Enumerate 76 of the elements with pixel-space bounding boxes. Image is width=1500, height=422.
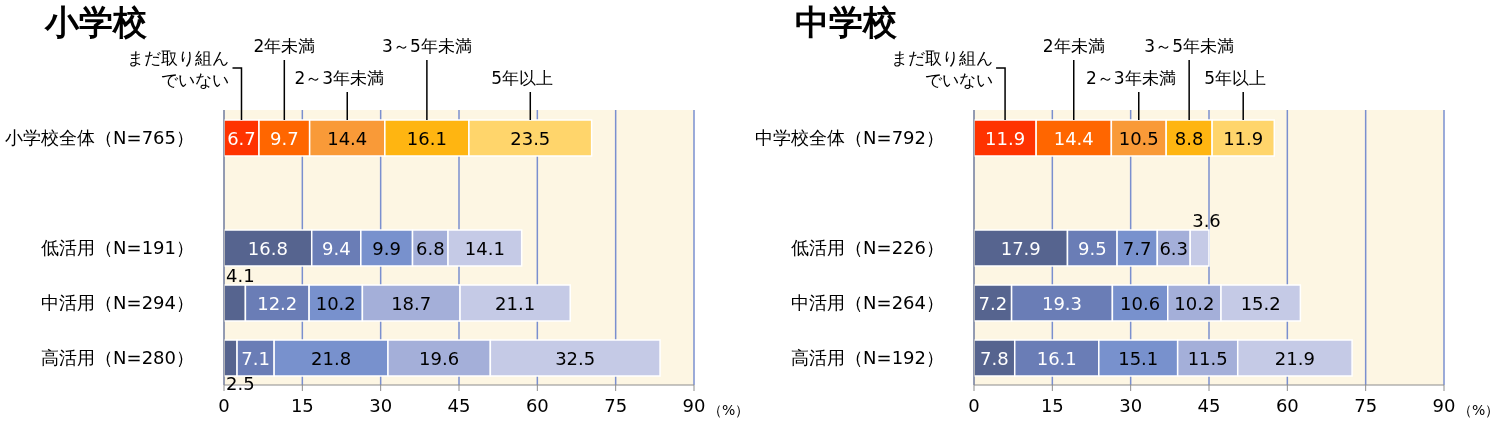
- x-axis-title: （%）: [1458, 402, 1500, 418]
- y-tick-label: 高活用（N=280）: [41, 346, 194, 368]
- data-label: 11.9: [985, 127, 1026, 149]
- data-label: 16.1: [1036, 347, 1077, 369]
- data-label: 3.6: [1192, 210, 1221, 231]
- data-label: 10.5: [1118, 127, 1159, 149]
- x-tick-label: 0: [218, 394, 230, 416]
- series-label: 2～3年未満: [294, 68, 385, 88]
- text: 2年未満: [1042, 36, 1105, 56]
- data-label: 2.5: [226, 373, 255, 395]
- data-label: 9.5: [1077, 237, 1107, 259]
- x-tick-label: 15: [290, 394, 314, 416]
- x-tick-label: 75: [1354, 394, 1378, 416]
- chart-title: 小学校: [45, 1, 147, 44]
- x-tick-label: 90: [682, 394, 706, 416]
- data-label: 21.8: [311, 347, 352, 369]
- series-label: 5年以上: [1204, 68, 1267, 88]
- data-label: 19.3: [1041, 292, 1083, 314]
- x-axis-title: （%）: [708, 402, 750, 418]
- data-label: 11.9: [1223, 127, 1264, 149]
- y-tick-label: 中活用（N=294）: [41, 291, 194, 313]
- data-label: 7.1: [241, 347, 270, 369]
- y-tick-label: 中活用（N=264）: [791, 291, 944, 313]
- x-tick-label: 75: [604, 394, 628, 416]
- data-label: 9.4: [321, 237, 351, 259]
- y-tick-label: 中学校全体（N=792）: [755, 126, 944, 148]
- data-label: 8.8: [1174, 127, 1204, 149]
- x-tick-label: 90: [1432, 394, 1456, 416]
- text: 2年未満: [253, 36, 316, 56]
- x-tick-label: 60: [1275, 394, 1299, 416]
- x-tick-label: 45: [1197, 394, 1221, 416]
- x-tick-label: 30: [1119, 394, 1143, 416]
- data-label: 32.5: [555, 347, 596, 369]
- data-label: 18.7: [391, 292, 432, 314]
- data-label: 21.1: [495, 292, 536, 314]
- data-label: 16.1: [406, 127, 447, 149]
- series-label: まだ取り組んでいない: [127, 48, 230, 90]
- x-tick-label: 60: [525, 394, 549, 416]
- data-label: 10.2: [1174, 292, 1215, 314]
- y-tick-label: 小学校全体（N=765）: [5, 126, 194, 148]
- data-label: 7.7: [1122, 237, 1152, 259]
- data-label: 9.9: [372, 237, 401, 259]
- series-label: まだ取り組んでいない: [891, 48, 994, 90]
- data-label: 7.2: [978, 292, 1008, 314]
- data-label: 14.4: [1053, 127, 1094, 149]
- x-tick-label: 45: [447, 394, 471, 416]
- data-label: 14.4: [327, 127, 368, 149]
- data-label: 6.8: [415, 237, 445, 259]
- data-label: 19.6: [419, 347, 460, 369]
- x-tick-label: 30: [369, 394, 393, 416]
- data-label: 21.9: [1274, 347, 1315, 369]
- y-tick-label: 低活用（N=191）: [41, 236, 194, 258]
- data-label: 17.9: [1000, 237, 1041, 259]
- series-label: 5年以上: [491, 68, 554, 88]
- data-label: 14.1: [464, 237, 505, 259]
- data-label: 23.5: [510, 127, 551, 149]
- data-label: 6.3: [1159, 237, 1189, 259]
- data-label: 11.5: [1187, 347, 1228, 369]
- data-label: 12.2: [257, 292, 298, 314]
- x-tick-label: 0: [968, 394, 980, 416]
- chart-title: 中学校: [795, 1, 897, 44]
- data-label: 9.7: [270, 127, 299, 149]
- data-label: 10.2: [315, 292, 356, 314]
- text: 3～5年未満: [382, 36, 472, 56]
- data-label: 15.1: [1118, 347, 1159, 369]
- data-label: 7.8: [980, 347, 1009, 369]
- y-tick-label: 高活用（N=192）: [791, 346, 944, 368]
- data-label: 10.6: [1120, 292, 1161, 314]
- data-label: 16.8: [247, 237, 288, 259]
- data-label: 6.7: [227, 127, 256, 149]
- data-label: 15.2: [1240, 292, 1281, 314]
- series-label: 2～3年未満: [1085, 68, 1176, 88]
- y-tick-label: 低活用（N=226）: [791, 236, 944, 258]
- text: 3～5年未満: [1144, 36, 1234, 56]
- data-label: 4.1: [226, 265, 255, 286]
- x-tick-label: 15: [1040, 394, 1064, 416]
